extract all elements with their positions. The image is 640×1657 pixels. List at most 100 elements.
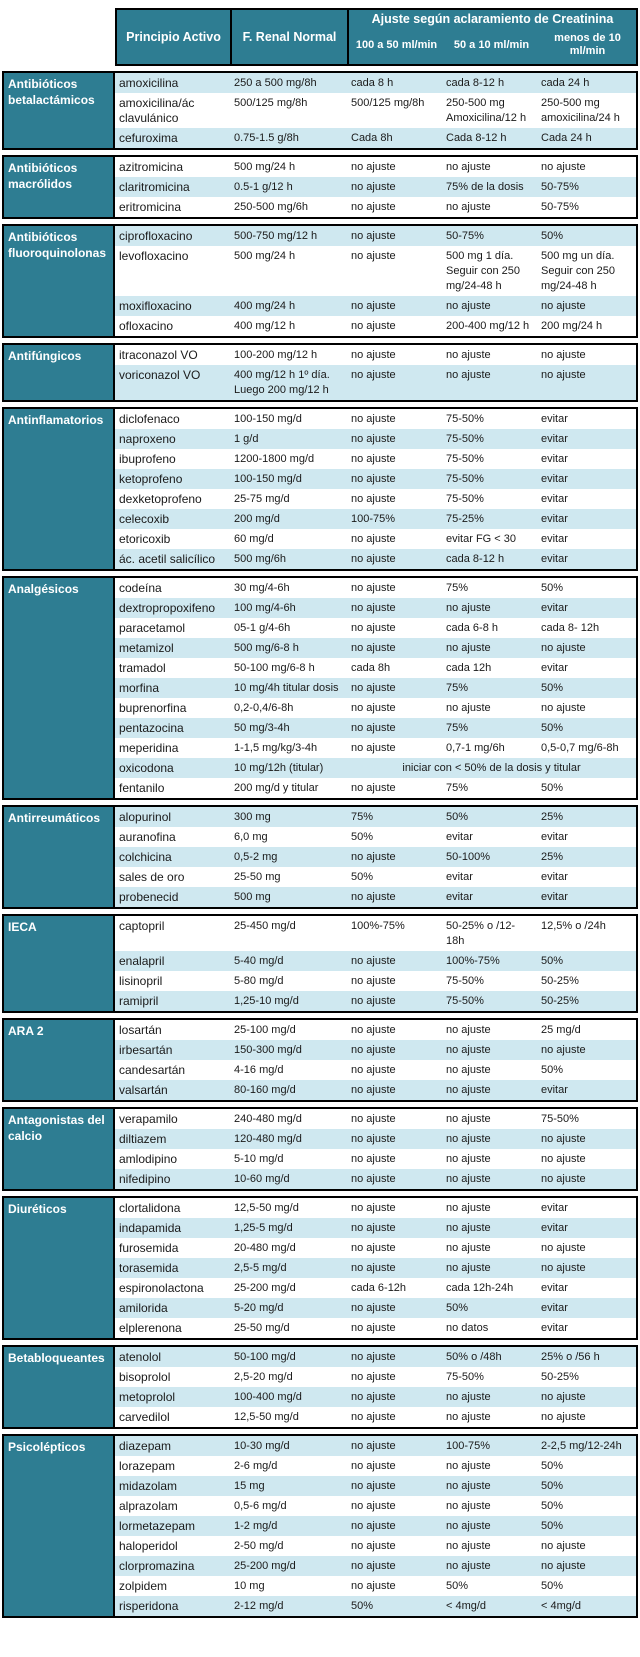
table-body: Antibióticos betalactámicos amoxicilina 25… <box>2 71 638 1618</box>
normal-dose-cell: 250-500 mg/6h <box>234 200 308 213</box>
dose-100-50-cell: no ajuste <box>351 974 396 987</box>
table-row: ác. acetil salicílico 500 mg/6h no ajuste c… <box>115 549 636 569</box>
table-row: morfina 10 mg/4h titular dosis no ajuste 75… <box>115 678 636 698</box>
dose-less-10-cell: no ajuste <box>541 1172 586 1185</box>
dose-less-10-cell: no ajuste <box>541 368 586 381</box>
normal-dose-cell: 0,5-6 mg/d <box>234 1499 287 1512</box>
normal-dose-cell: 4-16 mg/d <box>234 1063 284 1076</box>
table-row: ciprofloxacino 500-750 mg/12 h no ajuste 50… <box>115 226 636 246</box>
drug-name-cell: elplerenona <box>119 1320 182 1335</box>
dose-less-10-cell: no ajuste <box>541 1043 586 1056</box>
normal-dose-cell: 1200-1800 mg/d <box>234 452 315 465</box>
dose-100-50-cell: no ajuste <box>351 1519 396 1532</box>
drug-name-cell: ciprofloxacino <box>119 228 193 243</box>
group-rows: atenolol 50-100 mg/d no ajuste 50% o /48h 25… <box>115 1347 636 1427</box>
table-row: clortalidona 12,5-50 mg/d no ajuste no ajus… <box>115 1198 636 1218</box>
drug-name-cell: eritromicina <box>119 199 182 214</box>
normal-dose-cell: 50 mg/3-4h <box>234 721 290 734</box>
table-row: alopurinol 300 mg 75% 50% 25% <box>115 807 636 827</box>
dose-100-50-cell: no ajuste <box>351 452 396 465</box>
drug-name-cell: diltiazem <box>119 1131 167 1146</box>
dose-50-10-cell: evitar FG < 30 <box>446 532 517 545</box>
drug-name-cell: diazepam <box>119 1438 172 1453</box>
col-header-principio-activo: Principio Activo <box>117 10 232 64</box>
dose-100-50-cell: no ajuste <box>351 249 396 262</box>
dose-100-50-cell: no ajuste <box>351 348 396 361</box>
dose-50-10-cell: 75-25% <box>446 512 484 525</box>
table-row: claritromicina 0.5-1 g/12 h no ajuste 75% d… <box>115 177 636 197</box>
dose-less-10-cell: no ajuste <box>541 1539 586 1552</box>
table-row: itraconazol VO 100-200 mg/12 h no ajuste no… <box>115 345 636 365</box>
drug-name-cell: paracetamol <box>119 620 186 635</box>
normal-dose-cell: 05-1 g/4-6h <box>234 621 291 634</box>
dose-100-50-cell: no ajuste <box>351 532 396 545</box>
dose-100-50-cell: no ajuste <box>351 681 396 694</box>
drug-name-cell: naproxeno <box>119 431 176 446</box>
dose-50-10-cell: 250-500 mg Amoxicilina/12 h <box>446 96 527 124</box>
dose-50-10-cell: 75-50% <box>446 974 484 987</box>
dose-50-10-cell: evitar <box>446 870 473 883</box>
normal-dose-cell: 0.75-1.5 g/8h <box>234 131 299 144</box>
normal-dose-cell: 25-450 mg/d <box>234 919 296 932</box>
dose-less-10-cell: no ajuste <box>541 1261 586 1274</box>
group-rows: alopurinol 300 mg 75% 50% 25% auranofina 6,0 m… <box>115 807 636 907</box>
normal-dose-cell: 120-480 mg/d <box>234 1132 302 1145</box>
table-row: irbesartán 150-300 mg/d no ajuste no ajuste… <box>115 1040 636 1060</box>
table-row: naproxeno 1 g/d no ajuste 75-50% evitar <box>115 429 636 449</box>
normal-dose-cell: 12,5-50 mg/d <box>234 1410 299 1423</box>
table-row: codeína 30 mg/4-6h no ajuste 75% 50% <box>115 578 636 598</box>
dose-100-50-cell: no ajuste <box>351 299 396 312</box>
dose-less-10-cell: 25% <box>541 850 564 863</box>
table-row: candesartán 4-16 mg/d no ajuste no ajuste 50… <box>115 1060 636 1080</box>
dose-100-50-cell: no ajuste <box>351 1499 396 1512</box>
dose-50-10-cell: 75-50% <box>446 472 484 485</box>
dose-50-10-cell: no ajuste <box>446 1559 491 1572</box>
drug-name-cell: lisinopril <box>119 973 163 988</box>
dose-less-10-cell: evitar <box>541 472 568 485</box>
drug-group: Antifúngicos itraconazol VO 100-200 mg/12 … <box>2 343 638 402</box>
dose-50-10-cell: no ajuste <box>446 160 491 173</box>
dose-100-50-cell: no ajuste <box>351 621 396 634</box>
drug-name-cell: morfina <box>119 680 160 695</box>
dose-50-10-cell: no ajuste <box>446 1063 491 1076</box>
drug-group: Antibióticos fluoroquinolonas ciprofloxac… <box>2 224 638 338</box>
drug-name-cell: dextropropoxifeno <box>119 600 216 615</box>
normal-dose-cell: 2,5-5 mg/d <box>234 1261 287 1274</box>
dose-50-10-cell: no ajuste <box>446 1083 491 1096</box>
group-label: Diuréticos <box>4 1198 115 1338</box>
normal-dose-cell: 400 mg/12 h 1º día. Luego 200 mg/12 h <box>234 368 330 396</box>
dose-less-10-cell: evitar <box>541 552 568 565</box>
dose-less-10-cell: evitar <box>541 601 568 614</box>
drug-name-cell: azitromicina <box>119 159 184 174</box>
dose-100-50-cell: no ajuste <box>351 1410 396 1423</box>
dose-100-50-cell: no ajuste <box>351 1301 396 1314</box>
dose-50-10-cell: no ajuste <box>446 348 491 361</box>
dose-50-10-cell: no ajuste <box>446 1172 491 1185</box>
dose-less-10-cell: evitar <box>541 492 568 505</box>
normal-dose-cell: 10 mg/4h titular dosis <box>234 681 339 694</box>
group-rows: itraconazol VO 100-200 mg/12 h no ajuste no… <box>115 345 636 400</box>
normal-dose-cell: 100 mg/4-6h <box>234 601 296 614</box>
dose-100-50-cell: no ajuste <box>351 180 396 193</box>
dose-100-50-cell: 100-75% <box>351 512 396 525</box>
dose-50-10-cell: no ajuste <box>446 1390 491 1403</box>
table-row: captopril 25-450 mg/d 100%-75% 50-25% o /12… <box>115 916 636 951</box>
normal-dose-cell: 2-6 mg/d <box>234 1459 278 1472</box>
table-row: moxifloxacino 400 mg/24 h no ajuste no ajus… <box>115 296 636 316</box>
normal-dose-cell: 500/125 mg/8h <box>234 96 308 109</box>
group-rows: diazepam 10-30 mg/d no ajuste 100-75% 2-2,5 … <box>115 1436 636 1616</box>
dose-less-10-cell: no ajuste <box>541 348 586 361</box>
drug-name-cell: clortalidona <box>119 1200 181 1215</box>
dose-50-10-cell: no ajuste <box>446 200 491 213</box>
table-row: ketoprofeno 100-150 mg/d no ajuste 75-50% ev… <box>115 469 636 489</box>
dose-100-50-cell: 500/125 mg/8h <box>351 96 425 109</box>
normal-dose-cell: 5-80 mg/d <box>234 974 284 987</box>
dose-less-10-cell: evitar <box>541 432 568 445</box>
normal-dose-cell: 2,5-20 mg/d <box>234 1370 293 1383</box>
dose-50-10-cell: no ajuste <box>446 1539 491 1552</box>
dose-50-10-cell: no ajuste <box>446 1132 491 1145</box>
table-row: celecoxib 200 mg/d 100-75% 75-25% evitar <box>115 509 636 529</box>
normal-dose-cell: 250 a 500 mg/8h <box>234 76 317 89</box>
dose-less-10-cell: evitar <box>541 1281 568 1294</box>
dose-less-10-cell: 50-75% <box>541 200 579 213</box>
